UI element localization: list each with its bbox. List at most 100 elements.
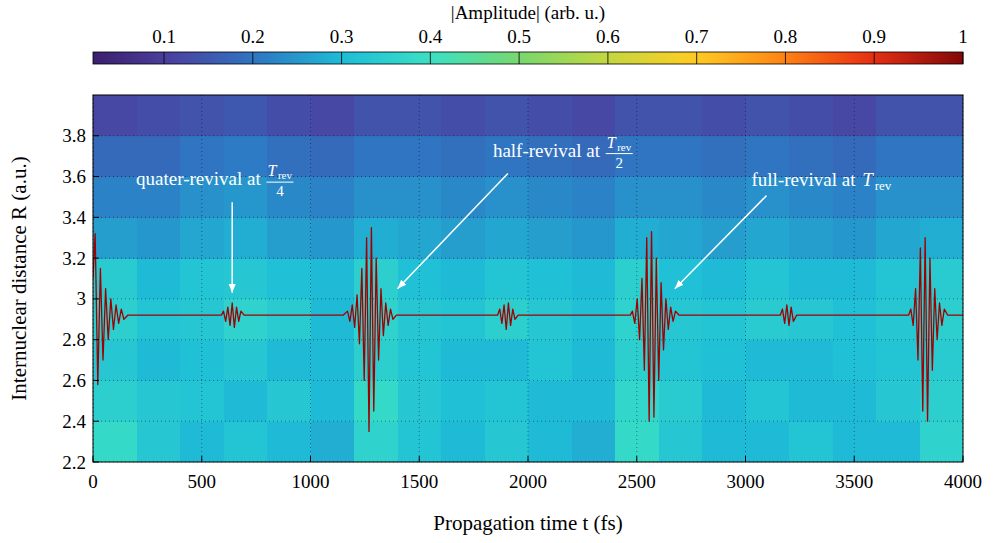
colorbar-tick [341, 52, 342, 64]
annotation: half-revival at Trev 2 [493, 134, 633, 171]
annotation-arrow [398, 174, 508, 289]
heat-cell [224, 380, 268, 421]
heat-cell [528, 95, 572, 136]
x-tick [528, 456, 529, 462]
heat-cell [572, 177, 616, 218]
heat-cell [572, 95, 616, 136]
heat-cell [833, 258, 877, 299]
heat-cell [311, 380, 355, 421]
heat-cell [572, 380, 616, 421]
x-tick-label: 2000 [509, 471, 547, 492]
heat-cell [702, 258, 746, 299]
heat-cell [267, 380, 311, 421]
heat-cell [311, 177, 355, 218]
heat-cell [746, 95, 790, 136]
heat-cell [267, 217, 311, 258]
heat-cell [354, 177, 398, 218]
heat-cell [528, 421, 572, 462]
colorbar-tick-label: 0.2 [241, 26, 265, 47]
heat-cell [746, 299, 790, 340]
annotation-text: half-revival at [493, 140, 601, 161]
heat-cell [93, 380, 137, 421]
heat-cell [702, 95, 746, 136]
y-tick [93, 421, 99, 422]
y-tick [93, 380, 99, 381]
colorbar-tick-label: 0.1 [152, 26, 176, 47]
heat-cell [93, 177, 137, 218]
colorbar-tick [785, 52, 786, 64]
x-tick-label: 3500 [835, 471, 873, 492]
annotation-subscript: rev [617, 141, 632, 153]
colorbar-tick-label: 0.6 [596, 26, 620, 47]
y-tick [93, 258, 99, 259]
colorbar-tick [696, 52, 697, 64]
heat-cell [137, 380, 181, 421]
colorbar-title: |Amplitude| (arb. u.) [451, 2, 605, 24]
heat-cell [920, 95, 964, 136]
heat-cell [572, 299, 616, 340]
grid-line [93, 135, 963, 136]
x-tick [963, 456, 964, 462]
colorbar-tick [430, 52, 431, 64]
heat-cell [354, 340, 398, 381]
heat-cell [572, 340, 616, 381]
y-tick [93, 339, 99, 340]
y-tick [93, 176, 99, 177]
heat-cell [485, 258, 529, 299]
colorbar-tick-label: 0.9 [862, 26, 886, 47]
heat-cell [224, 258, 268, 299]
heat-cell [659, 95, 703, 136]
heat-cell [702, 380, 746, 421]
heat-cell [876, 217, 920, 258]
grid-line [93, 217, 963, 218]
heat-cell [441, 380, 485, 421]
heat-cell [267, 299, 311, 340]
colorbar [93, 52, 963, 64]
heat-cell [311, 258, 355, 299]
colorbar-tick-label: 1 [958, 26, 968, 47]
grid-line [93, 380, 963, 381]
heat-cell [615, 136, 659, 177]
heat-cell [311, 421, 355, 462]
heat-cell [354, 380, 398, 421]
heat-cell [93, 217, 137, 258]
heat-cell [702, 299, 746, 340]
heat-cell [746, 217, 790, 258]
y-tick-label: 3.6 [62, 166, 86, 187]
heat-cell [572, 421, 616, 462]
y-tick-label: 3.4 [62, 207, 86, 228]
heat-cell [789, 421, 833, 462]
heat-cell [441, 421, 485, 462]
heat-cell [572, 217, 616, 258]
heat-cell [659, 177, 703, 218]
x-tick [745, 456, 746, 462]
heat-cell [572, 258, 616, 299]
y-tick [93, 217, 99, 218]
heat-cell [876, 380, 920, 421]
heat-cell [137, 340, 181, 381]
heat-cell [311, 217, 355, 258]
heat-cell [528, 258, 572, 299]
heat-cell [398, 258, 442, 299]
heat-cell [746, 421, 790, 462]
heat-cell [398, 136, 442, 177]
heat-cell [659, 340, 703, 381]
heat-cell [267, 340, 311, 381]
x-tick-label: 500 [188, 471, 217, 492]
y-tick-label: 2.6 [62, 370, 86, 391]
annotation-symbol: T [267, 162, 277, 179]
heat-cell [311, 95, 355, 136]
heat-cell [528, 177, 572, 218]
heat-cell [398, 340, 442, 381]
heat-cell [311, 136, 355, 177]
heat-cell [876, 340, 920, 381]
heat-cell [180, 258, 224, 299]
colorbar-tick [164, 52, 165, 64]
y-tick [93, 462, 99, 463]
grid-line [93, 421, 963, 422]
annotation-symbol: T [607, 134, 617, 151]
x-tick [201, 456, 202, 462]
heat-cell [702, 177, 746, 218]
annotation-denominator: 2 [615, 155, 623, 171]
y-tick-label: 2.2 [62, 452, 86, 473]
